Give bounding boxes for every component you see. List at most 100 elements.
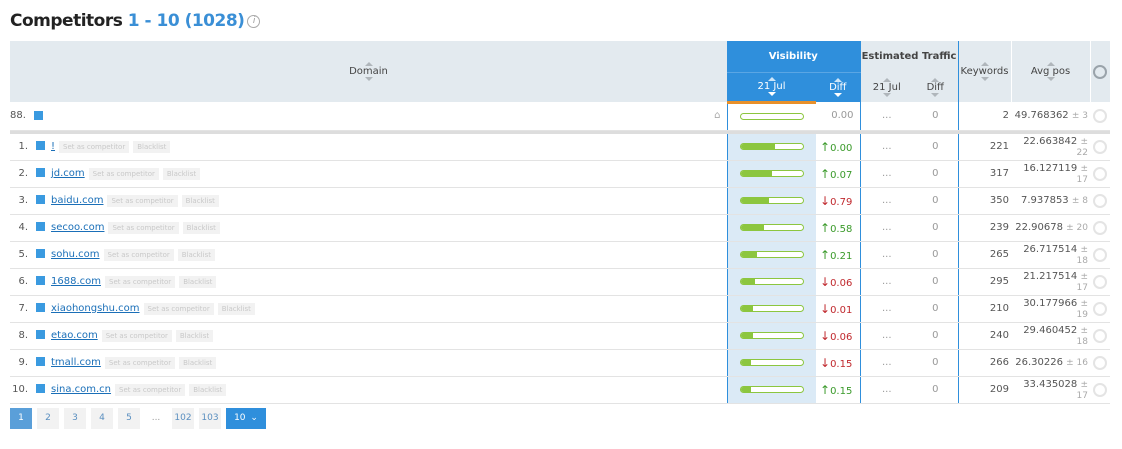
domain-link[interactable]: etao.com [51, 329, 98, 341]
domain-link[interactable]: jd.com [51, 167, 85, 179]
rank: 88. [10, 110, 26, 122]
rank: 3. [18, 194, 28, 206]
set-as-competitor-button[interactable]: Set as competitor [108, 221, 179, 234]
domain-link[interactable]: sohu.com [51, 248, 100, 260]
avg-pos: 16.127119 [1023, 162, 1078, 174]
pagination: 1 2 3 4 5... 102 103 10 ⌄ [10, 408, 266, 429]
avg-pos-deviation: ± 17 [1076, 163, 1088, 185]
blacklist-button[interactable]: Blacklist [179, 275, 217, 288]
gear-icon[interactable] [1093, 274, 1107, 289]
blacklist-button[interactable]: Blacklist [162, 167, 201, 180]
domain-link[interactable]: baidu.com [51, 194, 104, 206]
per-page-select[interactable]: 10 ⌄ [226, 408, 266, 429]
blacklist-button[interactable]: Blacklist [177, 248, 215, 261]
external-link-icon[interactable] [36, 357, 45, 366]
external-link-icon[interactable] [36, 195, 45, 204]
table-row: 2. jd.com Set as competitor Blacklist ↑0.07… [10, 160, 1110, 188]
blacklist-button[interactable]: Blacklist [182, 221, 220, 234]
set-as-competitor-button[interactable]: Set as competitor [107, 194, 178, 207]
blacklist-button[interactable]: Blacklist [189, 383, 227, 396]
traffic-date-header[interactable]: 21 Jul [859, 72, 913, 102]
external-link-icon[interactable] [36, 141, 45, 150]
gear-icon[interactable] [1093, 193, 1107, 208]
external-link-icon[interactable] [33, 110, 43, 120]
page-button[interactable]: 2 [37, 408, 59, 429]
info-icon[interactable]: i [247, 14, 261, 28]
avg-pos: 22.663842 [1023, 135, 1078, 147]
set-as-competitor-button[interactable]: Set as competitor [59, 140, 130, 153]
table-row: 7. xiaohongshu.com Set as competitor Blackl… [10, 295, 1110, 323]
external-link-icon[interactable] [36, 276, 45, 285]
domain-link[interactable]: xiaohongshu.com [51, 302, 140, 314]
external-link-icon[interactable] [36, 303, 45, 312]
domain-link[interactable]: ! [51, 140, 56, 152]
page-button[interactable]: 5 [118, 408, 140, 429]
gear-icon[interactable] [1093, 355, 1107, 370]
keywords-label: Keywords [960, 66, 1009, 77]
blacklist-button[interactable]: Blacklist [133, 140, 171, 153]
avg-pos-header[interactable]: Avg pos [1010, 41, 1090, 102]
visibility-bar [739, 277, 804, 285]
domain-link[interactable]: secoo.com [51, 221, 105, 233]
gear-icon[interactable] [1093, 166, 1107, 181]
set-as-competitor-button[interactable]: Set as competitor [115, 383, 186, 396]
gear-icon[interactable] [1093, 328, 1107, 343]
avg-pos-deviation: ± 17 [1076, 379, 1088, 401]
table-row: 1.! Set as competitor Blacklist ↑0.00 ... … [10, 133, 1110, 161]
set-as-competitor-button[interactable]: Set as competitor [143, 302, 214, 315]
external-link-icon[interactable] [36, 384, 45, 393]
traffic-diff: 0 [913, 349, 958, 377]
keywords-header[interactable]: Keywords [957, 41, 1011, 102]
external-link-icon[interactable] [36, 249, 45, 258]
vis-diff: 0.15 [830, 358, 853, 370]
gear-icon[interactable] [1093, 220, 1107, 235]
blacklist-button[interactable]: Blacklist [175, 329, 214, 342]
visibility-bar [739, 223, 804, 231]
set-as-competitor-button[interactable]: Set as competitor [88, 167, 159, 180]
vis-date-header[interactable]: 21 Jul [727, 72, 816, 104]
external-link-icon[interactable] [36, 330, 45, 339]
domain-header[interactable]: Domain [10, 41, 727, 102]
external-link-icon[interactable] [36, 168, 45, 177]
domain-link[interactable]: 1688.com [51, 275, 101, 287]
settings-header[interactable] [1089, 41, 1110, 102]
gear-icon[interactable] [1093, 64, 1108, 79]
page-title: Competitors 1 - 10 (1028) i [10, 11, 261, 31]
table-row: 4. secoo.com Set as competitor Blacklist ↑0… [10, 214, 1110, 242]
gear-icon[interactable] [1093, 247, 1107, 262]
traffic-diff: 0 [913, 376, 958, 404]
external-link-icon[interactable] [36, 222, 45, 231]
table-row: 9. tmall.com Set as competitor Blacklist ↓0… [10, 349, 1110, 377]
arrow-up-icon: ↑ [820, 139, 831, 154]
traffic-diff-header[interactable]: Diff [913, 72, 958, 102]
domain-link[interactable]: tmall.com [51, 356, 101, 368]
traffic-diff: 0 [913, 241, 958, 269]
page-button[interactable]: 102 [172, 408, 194, 429]
page-button[interactable]: 3 [64, 408, 86, 429]
gear-icon[interactable] [1093, 382, 1107, 397]
set-as-competitor-button[interactable]: Set as competitor [103, 248, 174, 261]
page-button[interactable]: 1 [10, 408, 32, 429]
blacklist-button[interactable]: Blacklist [217, 302, 255, 315]
table-row: 6. 1688.com Set as competitor Blacklist ↓0.… [10, 268, 1110, 296]
vis-diff-header[interactable]: Diff [816, 72, 860, 102]
avg-pos: 26.30226 [1015, 357, 1063, 368]
set-as-competitor-button[interactable]: Set as competitor [104, 356, 176, 369]
domain-link[interactable]: sina.com.cn [51, 383, 112, 395]
page-button[interactable]: 103 [199, 408, 221, 429]
set-as-competitor-button[interactable]: Set as competitor [101, 329, 172, 342]
visibility-bar [739, 142, 804, 150]
gear-icon[interactable] [1093, 301, 1107, 316]
page-button[interactable]: 4 [91, 408, 113, 429]
avg-pos-deviation: ± 3 [1071, 111, 1088, 122]
visibility-bar [739, 196, 804, 204]
set-as-competitor-button[interactable]: Set as competitor [105, 275, 176, 288]
gear-icon[interactable] [1093, 108, 1107, 123]
blacklist-button[interactable]: Blacklist [181, 194, 219, 207]
rank: 8. [18, 329, 28, 341]
gear-icon[interactable] [1093, 139, 1107, 154]
blacklist-button[interactable]: Blacklist [179, 356, 217, 369]
rank: 10. [12, 383, 28, 395]
chevron-down-icon: ⌄ [250, 413, 258, 423]
traffic: ... [859, 349, 913, 377]
